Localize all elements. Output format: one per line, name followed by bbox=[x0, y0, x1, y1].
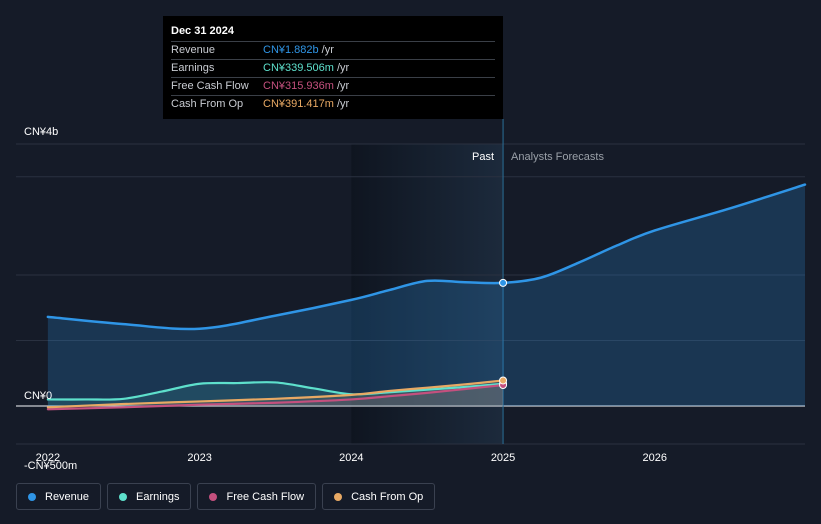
area-free_cash_flow bbox=[47, 385, 504, 410]
area-earnings bbox=[47, 382, 504, 406]
y-tick-label: CN¥0 bbox=[24, 390, 52, 402]
chart-legend: Revenue Earnings Free Cash Flow Cash Fro… bbox=[16, 483, 436, 510]
legend-label: Free Cash Flow bbox=[226, 490, 305, 503]
tooltip-value: CN¥391.417m bbox=[263, 98, 334, 110]
tooltip-label: Cash From Op bbox=[171, 98, 244, 110]
legend-label: Earnings bbox=[136, 490, 180, 503]
x-tick-label: 2024 bbox=[339, 452, 363, 464]
tooltip-row-cash-from-op: Cash From Op CN¥391.417m /yr bbox=[171, 96, 495, 113]
x-tick-label: 2026 bbox=[643, 452, 667, 464]
legend-item-revenue[interactable]: Revenue bbox=[16, 483, 102, 510]
tooltip-date: Dec 31 2024 bbox=[171, 24, 495, 42]
legend-label: Revenue bbox=[45, 490, 90, 503]
legend-item-earnings[interactable]: Earnings bbox=[107, 483, 192, 510]
forecast-label: Analysts Forecasts bbox=[511, 151, 604, 163]
legend-dot-icon bbox=[209, 492, 218, 501]
tooltip-unit: /yr bbox=[321, 44, 334, 56]
x-tick-label: 2022 bbox=[36, 452, 60, 464]
tooltip-row-earnings: Earnings CN¥339.506m /yr bbox=[171, 60, 495, 78]
legend-dot-icon bbox=[119, 492, 128, 501]
tooltip-row-revenue: Revenue CN¥1.882b /yr bbox=[171, 42, 495, 60]
point-cash_from_op bbox=[499, 376, 508, 385]
area-revenue bbox=[47, 184, 805, 406]
line-cash_from_op bbox=[46, 379, 505, 409]
tooltip-unit: /yr bbox=[336, 98, 350, 110]
data-tooltip: Dec 31 2024 Revenue CN¥1.882b /yr Earnin… bbox=[163, 16, 503, 119]
line-earnings bbox=[46, 381, 505, 401]
point-revenue bbox=[499, 278, 508, 287]
tooltip-unit: /yr bbox=[336, 80, 350, 92]
legend-label: Cash From Op bbox=[351, 490, 424, 503]
legend-item-cash-from-op[interactable]: Cash From Op bbox=[322, 483, 436, 510]
tooltip-value: CN¥315.936m bbox=[263, 80, 334, 92]
tooltip-unit: /yr bbox=[336, 62, 350, 74]
tooltip-label: Earnings bbox=[171, 62, 215, 74]
x-tick-label: 2023 bbox=[187, 452, 211, 464]
y-tick-label: CN¥4b bbox=[24, 126, 58, 138]
line-free_cash_flow bbox=[46, 383, 505, 411]
legend-item-free-cash-flow[interactable]: Free Cash Flow bbox=[197, 483, 317, 510]
tooltip-row-free-cash-flow: Free Cash Flow CN¥315.936m /yr bbox=[171, 78, 495, 96]
line-revenue bbox=[46, 183, 807, 331]
tooltip-label: Revenue bbox=[171, 44, 216, 56]
tooltip-value: CN¥1.882b bbox=[263, 44, 319, 56]
tooltip-value: CN¥339.506m bbox=[263, 62, 334, 74]
tooltip-label: Free Cash Flow bbox=[171, 80, 249, 92]
legend-dot-icon bbox=[334, 492, 343, 501]
x-tick-label: 2025 bbox=[491, 452, 515, 464]
y-tick-label: -CN¥500m bbox=[24, 460, 77, 472]
past-label: Past bbox=[472, 151, 494, 163]
area-cash_from_op bbox=[47, 380, 504, 408]
legend-dot-icon bbox=[28, 492, 36, 501]
